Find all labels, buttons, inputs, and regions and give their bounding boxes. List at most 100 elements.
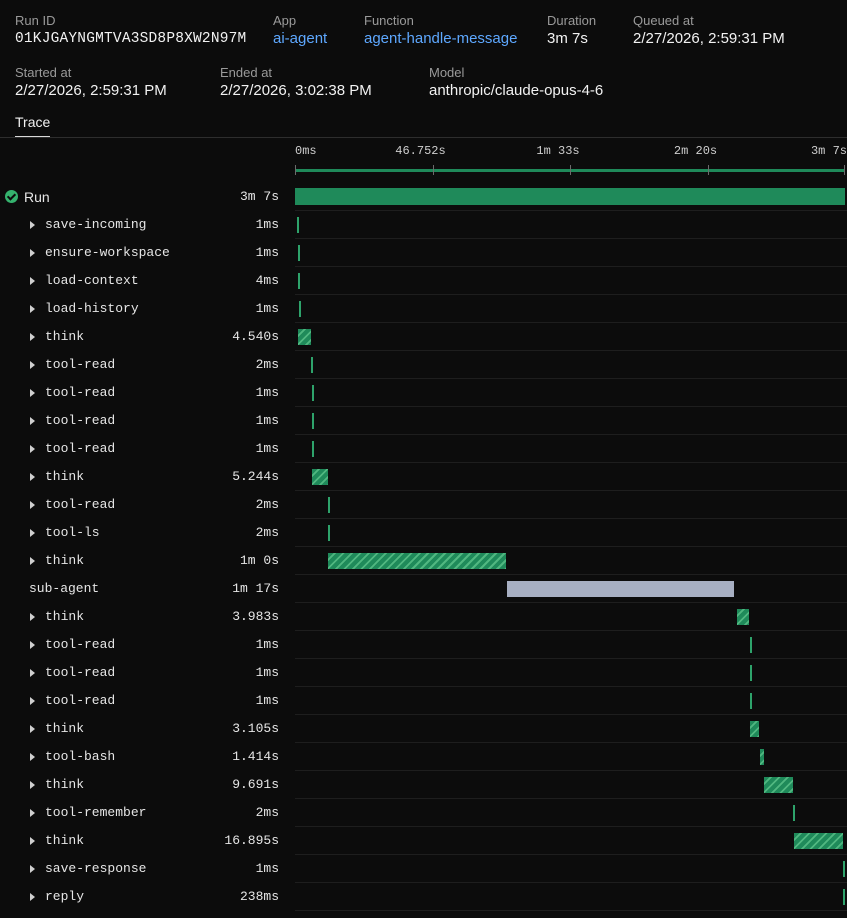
chevron-right-icon[interactable] [28, 639, 38, 651]
trace-row[interactable]: save-response 1ms [0, 855, 847, 883]
chevron-right-icon[interactable] [28, 275, 38, 287]
span-bar[interactable] [298, 273, 301, 289]
span-bar[interactable] [312, 441, 315, 457]
trace-row[interactable]: think 3.983s [0, 603, 847, 631]
trace-row[interactable]: sub-agent 1m 17s [0, 575, 847, 603]
chevron-right-icon[interactable] [28, 331, 38, 343]
row-grid-line [295, 574, 847, 575]
span-name: think [45, 833, 85, 848]
trace-row[interactable]: tool-read 1ms [0, 407, 847, 435]
chevron-right-icon[interactable] [28, 303, 38, 315]
span-bar[interactable] [792, 805, 795, 821]
span-bar[interactable] [297, 245, 300, 261]
span-duration: 4ms [255, 273, 279, 288]
trace-row[interactable]: tool-read 1ms [0, 379, 847, 407]
chevron-right-icon[interactable] [28, 415, 38, 427]
span-duration: 4.540s [232, 329, 279, 344]
chevron-right-icon[interactable] [28, 387, 38, 399]
chevron-right-icon[interactable] [28, 807, 38, 819]
chevron-right-icon[interactable] [28, 695, 38, 707]
span-bar[interactable] [311, 357, 314, 373]
span-bar[interactable] [296, 217, 299, 233]
trace-row[interactable]: reply 238ms [0, 883, 847, 911]
span-bar[interactable] [506, 581, 735, 597]
app-link[interactable]: ai-agent [273, 30, 328, 47]
span-bar[interactable] [750, 721, 760, 737]
trace-row[interactable]: tool-read 2ms [0, 491, 847, 519]
span-bar[interactable] [328, 525, 331, 541]
span-bar[interactable] [312, 413, 315, 429]
trace-row[interactable]: think 9.691s [0, 771, 847, 799]
span-name: load-history [45, 301, 139, 316]
trace-row[interactable]: tool-read 2ms [0, 351, 847, 379]
row-grid-line [295, 686, 847, 687]
chevron-right-icon[interactable] [28, 443, 38, 455]
trace-row[interactable]: think 16.895s [0, 827, 847, 855]
span-name: ensure-workspace [45, 245, 170, 260]
span-bar[interactable] [843, 889, 845, 905]
span-name: tool-read [45, 441, 116, 456]
trace-row[interactable]: save-incoming 1ms [0, 211, 847, 239]
trace-row[interactable]: load-context 4ms [0, 267, 847, 295]
chevron-right-icon[interactable] [28, 499, 38, 511]
chevron-right-icon[interactable] [28, 247, 38, 259]
tab-trace[interactable]: Trace [15, 114, 51, 138]
chevron-right-icon[interactable] [28, 527, 38, 539]
span-bar[interactable] [764, 777, 793, 793]
span-bar[interactable] [297, 329, 312, 345]
span-bar[interactable] [750, 693, 752, 709]
chevron-right-icon[interactable] [28, 611, 38, 623]
span-bar[interactable] [311, 385, 314, 401]
row-grid-line [295, 406, 847, 407]
trace-row-run[interactable]: Run 3m 7s [0, 183, 847, 211]
span-duration: 1ms [255, 217, 279, 232]
started-at-value: 2/27/2026, 2:59:31 PM [15, 82, 167, 99]
span-bar[interactable] [737, 609, 749, 625]
span-duration: 5.244s [232, 469, 279, 484]
span-bar[interactable] [298, 301, 301, 317]
trace-row[interactable]: tool-read 1ms [0, 631, 847, 659]
chevron-right-icon[interactable] [28, 471, 38, 483]
timeline-tick [844, 165, 845, 175]
chevron-right-icon[interactable] [28, 667, 38, 679]
trace-row[interactable]: load-history 1ms [0, 295, 847, 323]
model-label: Model [429, 65, 465, 80]
chevron-right-icon[interactable] [28, 555, 38, 567]
span-bar[interactable] [312, 469, 328, 485]
timeline-tick [295, 165, 296, 175]
span-bar[interactable] [843, 861, 845, 877]
span-bar[interactable] [793, 833, 844, 849]
trace-row[interactable]: tool-read 1ms [0, 659, 847, 687]
trace-row[interactable]: tool-remember 2ms [0, 799, 847, 827]
trace-row[interactable]: think 4.540s [0, 323, 847, 351]
row-grid-line [295, 294, 847, 295]
chevron-right-icon[interactable] [28, 779, 38, 791]
span-bar[interactable] [749, 637, 752, 653]
trace-row[interactable]: ensure-workspace 1ms [0, 239, 847, 267]
trace-row[interactable]: think 5.244s [0, 463, 847, 491]
chevron-right-icon[interactable] [28, 891, 38, 903]
span-bar[interactable] [327, 497, 330, 513]
trace-row[interactable]: tool-read 1ms [0, 435, 847, 463]
chevron-right-icon[interactable] [28, 723, 38, 735]
span-bar[interactable] [759, 749, 764, 765]
row-grid-line [295, 238, 847, 239]
chevron-right-icon[interactable] [28, 751, 38, 763]
chevron-right-icon[interactable] [28, 359, 38, 371]
span-bar[interactable] [328, 553, 507, 569]
span-duration: 1ms [255, 861, 279, 876]
span-bar[interactable] [295, 188, 845, 205]
trace-row[interactable]: tool-read 1ms [0, 687, 847, 715]
function-link[interactable]: agent-handle-message [364, 30, 518, 47]
chevron-right-icon[interactable] [28, 219, 38, 231]
trace-row[interactable]: think 3.105s [0, 715, 847, 743]
span-duration: 2ms [255, 497, 279, 512]
span-bar[interactable] [750, 665, 752, 681]
span-duration: 2ms [255, 525, 279, 540]
trace-row[interactable]: tool-ls 2ms [0, 519, 847, 547]
chevron-right-icon[interactable] [28, 863, 38, 875]
chevron-right-icon[interactable] [28, 835, 38, 847]
span-duration: 1ms [255, 637, 279, 652]
trace-row[interactable]: think 1m 0s [0, 547, 847, 575]
trace-row[interactable]: tool-bash 1.414s [0, 743, 847, 771]
